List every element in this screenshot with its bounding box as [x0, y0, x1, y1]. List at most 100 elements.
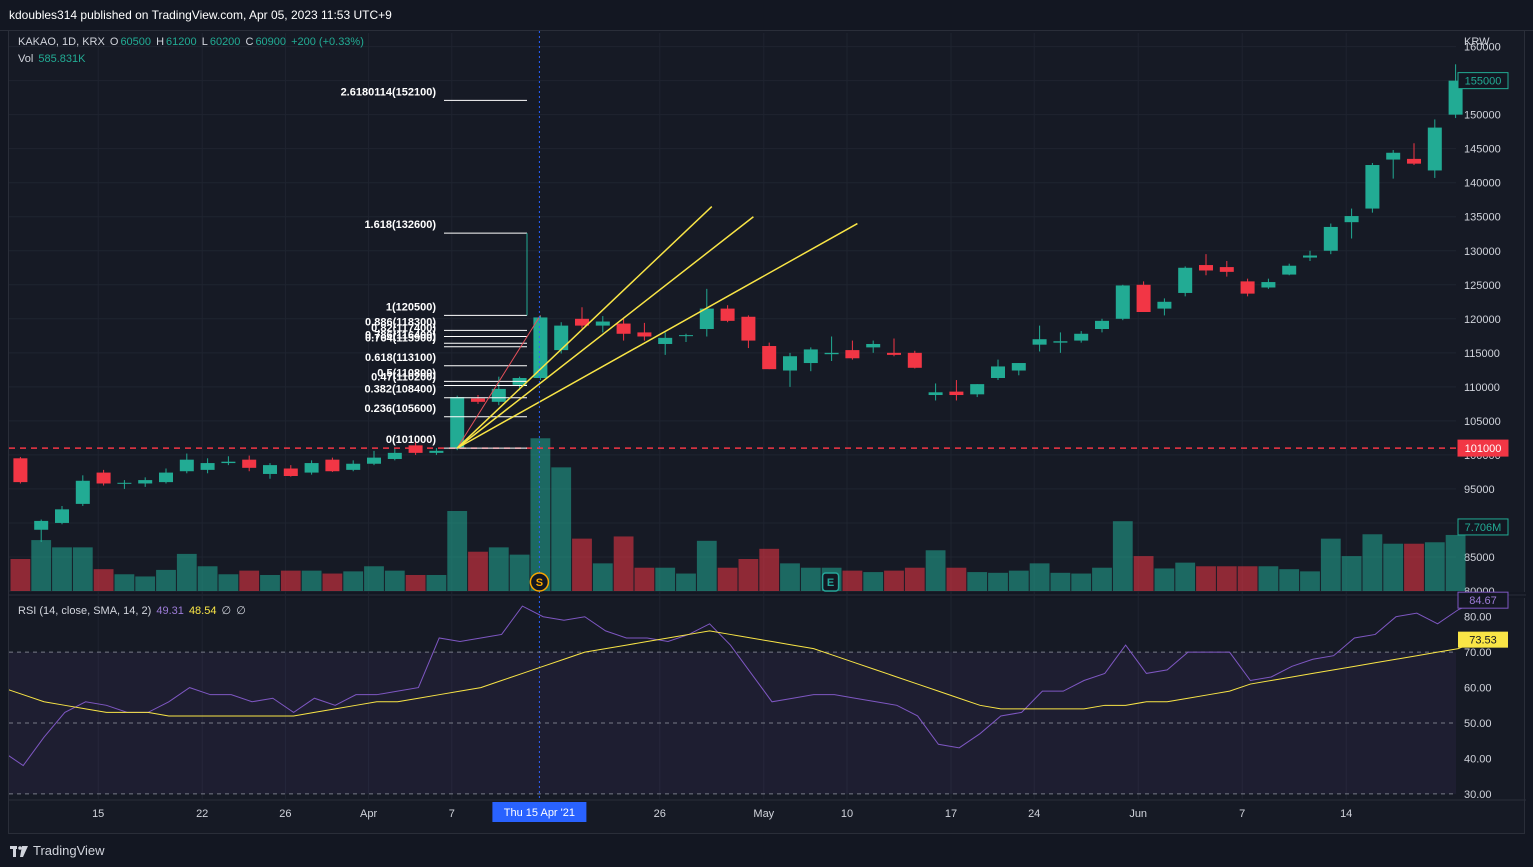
volume-bar: [655, 567, 676, 591]
candle-body: [991, 366, 1005, 379]
volume-bar: [218, 574, 239, 591]
candle-body: [1240, 281, 1255, 294]
volume-bar: [1196, 566, 1216, 591]
volume-bar: [509, 554, 530, 591]
fib-level-label: 0(101000): [386, 434, 436, 446]
candle-body: [367, 457, 381, 464]
time-tick-label: Apr: [360, 808, 377, 820]
candle-body: [741, 316, 756, 341]
candle-body: [866, 343, 881, 348]
candle-body: [179, 459, 194, 472]
volume-bar: [1008, 570, 1029, 591]
volume-bar: [1154, 568, 1175, 591]
candle-body: [1199, 265, 1213, 271]
time-tick-label: 26: [654, 808, 666, 820]
candle-body: [824, 352, 839, 355]
candle-body: [845, 350, 860, 359]
fib-level-label: 0.47(110200): [371, 371, 436, 383]
candle-body: [1448, 80, 1463, 115]
fib-level-label: 0.886(118300): [365, 316, 436, 328]
candle-body: [928, 392, 943, 396]
chart-pane[interactable]: 160000 155000 150000 145000 140000 135000 1300…: [8, 30, 1526, 835]
price-tick-label: 95000: [1464, 484, 1495, 496]
volume-bar: [759, 548, 780, 591]
time-tick-label: 7: [1239, 808, 1245, 820]
candle-body: [346, 463, 361, 470]
volume-bar: [176, 553, 197, 591]
volume-bar: [1404, 543, 1424, 591]
time-tick-label: 17: [945, 808, 957, 820]
candle-body: [762, 346, 777, 370]
time-tick-label: May: [753, 808, 774, 820]
price-tick-label: 85000: [1464, 552, 1495, 564]
time-tick-label: 24: [1028, 808, 1040, 820]
candle-body: [803, 349, 818, 364]
rsi-tick-label: 80.00: [1464, 612, 1492, 624]
volume-bar: [197, 566, 218, 591]
candle-body: [1219, 267, 1234, 272]
event-marker-label: E: [827, 577, 834, 589]
volume-bar: [967, 572, 988, 591]
rsi-line: [9, 599, 1480, 767]
price-tick-label: 110000: [1464, 382, 1500, 394]
candle-body: [221, 461, 236, 464]
candle-body: [1261, 282, 1276, 288]
chart-canvas[interactable]: 160000 155000 150000 145000 140000 135000 1300…: [9, 31, 1526, 835]
high-value: 61200: [166, 36, 197, 48]
volume-bar: [280, 570, 301, 591]
volume-bar: [447, 511, 468, 591]
volume-bar: [343, 571, 364, 591]
tradingview-logo[interactable]: TradingView: [10, 843, 105, 858]
candle-body: [1136, 284, 1151, 312]
fan-line: [456, 205, 713, 449]
low-value: 60200: [209, 36, 241, 48]
candle-body: [1407, 158, 1421, 164]
volume-bar: [1445, 534, 1466, 591]
footer: TradingView: [0, 835, 1533, 867]
high-label: H: [156, 36, 165, 48]
fib-level-label: 2.6180114(152100): [341, 86, 437, 98]
symbol-name[interactable]: KAKAO, 1D, KRX: [18, 36, 105, 48]
price-tick-label: 130000: [1464, 246, 1501, 258]
candle-body: [1032, 339, 1047, 345]
volume-bar: [904, 567, 925, 591]
candle-body: [1323, 226, 1338, 251]
fib-level-label: 0.5(110800): [377, 367, 436, 379]
candle-body: [117, 482, 132, 484]
candle-body: [387, 452, 402, 459]
candle-body: [55, 509, 69, 523]
volume-bar: [884, 570, 904, 591]
fibonacci-extension: 2.6180114(152100) 1.618(132600) 1(120500) 0…: [341, 86, 528, 449]
candle-body: [1074, 333, 1089, 341]
candle-body: [1386, 152, 1401, 160]
rsi-tick-label: 70.00: [1464, 647, 1492, 659]
candle-body: [595, 321, 610, 326]
rsi-value-badge-label: 84.67: [1469, 595, 1497, 607]
fib-level-label: 0.764(115900): [365, 333, 436, 345]
volume-bar: [717, 567, 738, 591]
volume-bar: [842, 570, 863, 591]
candle-body: [75, 480, 90, 504]
candle-body: [13, 458, 28, 483]
volume-bar: [31, 540, 52, 591]
candle-body: [637, 332, 652, 337]
volume-label[interactable]: Vol: [18, 53, 34, 65]
candle-body: [907, 352, 922, 368]
open-label: O: [109, 36, 119, 48]
open-value: 60500: [120, 36, 152, 48]
volume-bar: [364, 566, 384, 591]
candle-body: [783, 356, 797, 371]
rsi-label[interactable]: RSI (14, close, SMA, 14, 2): [18, 605, 152, 617]
candle-body: [34, 520, 49, 530]
fan-line: [456, 216, 754, 449]
volume-bar: [260, 575, 280, 591]
rsi-extra-2: ∅: [236, 605, 246, 617]
volume-bar: [135, 576, 156, 591]
rsi-sma-badge-label: 73.53: [1469, 635, 1497, 647]
tradingview-logo-icon: [10, 845, 28, 857]
candle-body: [138, 480, 153, 484]
tradingview-logo-text: TradingView: [33, 843, 105, 858]
candle-body: [242, 459, 257, 468]
rsi-extra-1: ∅: [221, 605, 232, 617]
volume-bar: [93, 569, 114, 591]
